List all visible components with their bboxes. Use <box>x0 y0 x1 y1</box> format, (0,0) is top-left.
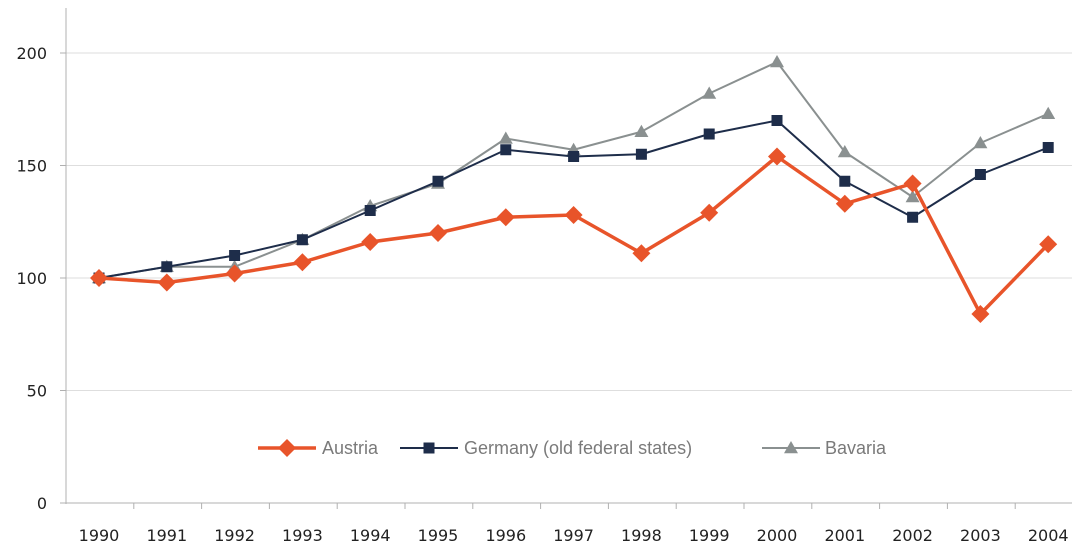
data-point-austria <box>1039 235 1058 254</box>
data-point-austria <box>700 203 719 222</box>
x-tick-label: 1994 <box>350 526 391 545</box>
y-tick-label: 200 <box>16 44 47 63</box>
data-point-germany-old-federal-states <box>568 151 580 162</box>
data-point-germany-old-federal-states <box>907 211 919 223</box>
x-tick-label: 2003 <box>960 526 1001 545</box>
x-tick-labels: 1990 1991 1992 1993 1994 1995 1996 1997 1998 1999… <box>79 526 1069 545</box>
data-point-austria <box>768 147 786 166</box>
data-point-austria <box>971 305 990 323</box>
series-line-bavaria <box>98 61 1049 279</box>
y-tick-labels: 0 50 100 150 200 <box>16 44 47 513</box>
data-point-bavaria <box>498 131 513 144</box>
data-point-germany-old-federal-states <box>500 144 512 156</box>
data-point-austria <box>361 233 380 251</box>
data-point-germany-old-federal-states <box>432 175 444 187</box>
data-point-germany-old-federal-states <box>703 128 715 140</box>
gridlines <box>66 52 1072 391</box>
data-point-germany-old-federal-states <box>635 148 647 160</box>
x-tick-label: 1998 <box>621 526 662 545</box>
data-point-bavaria <box>905 190 920 203</box>
data-point-bavaria <box>1041 106 1056 119</box>
y-tick-label: 0 <box>37 494 47 513</box>
data-point-germany-old-federal-states <box>364 205 376 216</box>
legend-label: Bavaria <box>825 438 887 458</box>
data-point-germany-old-federal-states <box>839 175 851 187</box>
legend-item-bavaria: Bavaria <box>762 438 887 458</box>
series-germany-old-federal-states <box>93 115 1054 284</box>
x-tick-label: 1999 <box>689 526 730 545</box>
y-tick-label: 100 <box>16 269 47 288</box>
legend-swatch-marker <box>278 439 296 457</box>
data-point-austria <box>903 174 922 193</box>
x-tick-label: 1997 <box>553 526 594 545</box>
legend-swatch-marker <box>784 441 798 454</box>
data-point-germany-old-federal-states <box>974 169 986 180</box>
legend: Austria Germany (old federal states) Bavar… <box>258 438 887 458</box>
data-point-austria <box>496 208 515 227</box>
axes <box>60 8 1072 509</box>
data-point-germany-old-federal-states <box>296 234 308 246</box>
legend-swatch-marker <box>423 442 435 454</box>
data-point-bavaria <box>702 86 717 99</box>
x-tick-label: 1996 <box>485 526 526 545</box>
series-line-austria <box>98 154 1050 316</box>
x-tick-label: 1995 <box>418 526 459 545</box>
legend-item-germany-old-federal-states: Germany (old federal states) <box>400 438 692 458</box>
x-tick-label: 1990 <box>79 526 120 545</box>
data-point-austria <box>293 253 312 272</box>
legend-label: Austria <box>322 438 379 458</box>
data-point-germany-old-federal-states <box>771 115 783 126</box>
data-point-germany-old-federal-states <box>229 250 241 261</box>
x-tick-label: 1993 <box>282 526 323 545</box>
data-point-germany-old-federal-states <box>1042 142 1054 153</box>
x-tick-label: 1991 <box>146 526 187 545</box>
x-tick-label: 2001 <box>824 526 865 545</box>
x-tick-label: 1992 <box>214 526 255 545</box>
data-point-bavaria <box>634 124 649 137</box>
legend-item-austria: Austria <box>258 438 379 458</box>
data-point-bavaria <box>837 145 852 158</box>
data-point-bavaria <box>973 136 988 149</box>
series-austria <box>90 147 1058 323</box>
data-point-austria <box>564 206 583 224</box>
y-tick-label: 150 <box>16 157 47 176</box>
series-bavaria <box>92 55 1056 284</box>
data-point-austria <box>90 269 108 287</box>
y-tick-label: 50 <box>27 382 47 401</box>
x-tick-label: 2002 <box>892 526 933 545</box>
series <box>90 55 1058 323</box>
data-point-austria <box>632 244 651 263</box>
legend-label: Germany (old federal states) <box>464 438 692 458</box>
data-point-austria <box>225 264 244 283</box>
data-point-germany-old-federal-states <box>161 261 173 273</box>
data-point-bavaria <box>770 55 784 68</box>
data-point-austria <box>429 224 447 242</box>
data-point-austria <box>157 273 176 292</box>
x-tick-label: 2004 <box>1028 526 1069 545</box>
data-point-austria <box>835 194 854 213</box>
x-tick-label: 2000 <box>757 526 798 545</box>
